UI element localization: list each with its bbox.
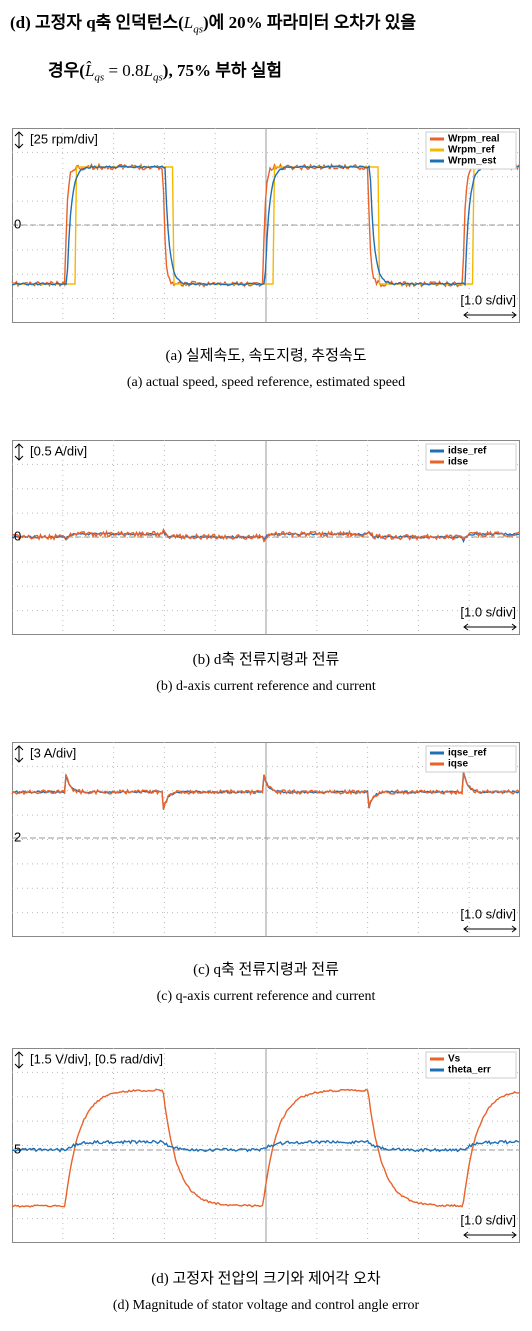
axis-label: 0 xyxy=(14,528,21,543)
legend-label: idse_ref xyxy=(448,446,487,457)
legend-box xyxy=(425,1051,517,1079)
axis-label: 2 xyxy=(14,829,21,844)
scale-label: [25 rpm/div] xyxy=(30,131,98,146)
caption: (a) actual speed, speed reference, estim… xyxy=(126,375,406,390)
scale-arrow xyxy=(14,1051,24,1069)
symbol: L̂ xyxy=(84,61,95,80)
legend-label: Wrpm_est xyxy=(448,156,497,167)
time-arrow xyxy=(463,311,517,319)
heading-text: )에 20% 파라미터 오차가 있을 xyxy=(203,13,417,32)
caption: (b) d축 전류지령과 전류 xyxy=(192,652,340,668)
scale-label: [0.5 A/div] xyxy=(30,443,87,458)
caption: (a) 실제속도, 속도지령, 추정속도 xyxy=(165,348,367,364)
caption: (d) 고정자 전압의 크기와 제어각 오차 xyxy=(151,1271,381,1287)
caption: (c) q-axis current reference and current xyxy=(156,989,376,1004)
legend-label: idse xyxy=(448,457,468,468)
heading-text: (d) 고정자 q축 인덕턴스( xyxy=(10,13,184,32)
equation: = 0.8 xyxy=(104,61,144,80)
time-scale-label: [1.0 s/div] xyxy=(460,1212,516,1227)
heading-line-1: (d) 고정자 q축 인덕턴스(Lqs)에 20% 파라미터 오차가 있을 xyxy=(10,8,416,35)
scale-arrow xyxy=(14,745,24,763)
scale-label: [3 A/div] xyxy=(30,745,76,760)
legend-label: iqse_ref xyxy=(448,748,487,759)
legend-box xyxy=(425,745,517,773)
legend-box xyxy=(425,443,517,471)
waveform xyxy=(11,527,520,543)
time-scale-label: [1.0 s/div] xyxy=(460,292,516,307)
subscript: qs xyxy=(153,71,163,84)
waveform xyxy=(12,164,520,287)
caption: (d) Magnitude of stator voltage and cont… xyxy=(112,1298,420,1313)
legend-label: Wrpm_real xyxy=(448,134,500,145)
time-scale-label: [1.0 s/div] xyxy=(460,604,516,619)
time-arrow xyxy=(463,1231,517,1239)
legend-label: Wrpm_ref xyxy=(448,145,495,156)
legend-label: Vs xyxy=(448,1054,461,1065)
heading-text: 경우( xyxy=(48,61,85,80)
time-scale-label: [1.0 s/div] xyxy=(460,906,516,921)
waveform xyxy=(11,771,520,810)
legend-label: iqse xyxy=(448,759,468,770)
axis-label: 0 xyxy=(14,216,21,231)
scale-arrow xyxy=(14,131,24,149)
caption: (c) q축 전류지령과 전류 xyxy=(193,962,339,978)
legend-label: theta_err xyxy=(448,1065,491,1076)
symbol: L xyxy=(143,61,154,80)
subscript: qs xyxy=(94,71,105,84)
waveform xyxy=(11,1088,519,1208)
time-arrow xyxy=(463,925,517,933)
caption: (b) d-axis current reference and current xyxy=(156,679,376,694)
axis-label: 5 xyxy=(14,1141,21,1156)
heading-line-2: 경우(L̂qs = 0.8Lqs), 75% 부하 실험 xyxy=(48,56,282,83)
symbol: L xyxy=(183,13,194,32)
time-arrow xyxy=(463,623,517,631)
scale-arrow xyxy=(14,443,24,461)
subscript: qs xyxy=(193,23,204,36)
waveform xyxy=(11,1139,520,1153)
heading-text: ), 75% 부하 실험 xyxy=(162,61,283,80)
scale-label: [1.5 V/div], [0.5 rad/div] xyxy=(30,1051,163,1066)
